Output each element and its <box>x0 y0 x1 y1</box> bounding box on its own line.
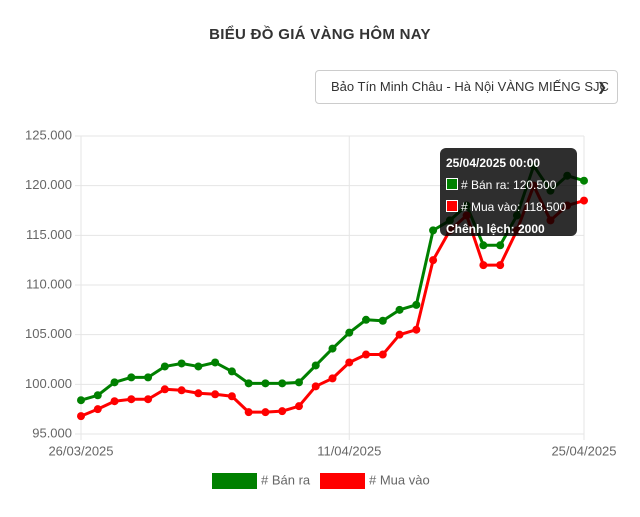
point <box>362 350 371 359</box>
point <box>261 408 270 417</box>
chart-title: BIỂU ĐỒ GIÁ VÀNG HÔM NAY <box>209 26 431 43</box>
point <box>429 256 438 265</box>
point <box>93 405 102 414</box>
point <box>345 358 354 367</box>
y-tick-label: 120.000 <box>25 177 72 192</box>
y-tick-label: 110.000 <box>26 276 72 291</box>
point <box>395 305 404 314</box>
point <box>328 374 337 383</box>
point <box>278 407 287 416</box>
point <box>395 330 404 339</box>
tooltip-title: 25/04/2025 00:00 <box>446 156 541 170</box>
point <box>496 261 505 270</box>
point <box>127 373 136 382</box>
point <box>160 385 169 394</box>
chevron: ❯ <box>596 80 607 94</box>
y-tick-label: 125.000 <box>25 127 72 142</box>
point <box>227 392 236 401</box>
x-tick-label: 11/04/2025 <box>317 443 381 458</box>
y-tick-label: 95.000 <box>32 425 72 440</box>
point <box>227 367 236 376</box>
point <box>278 379 287 388</box>
tooltip-text: # Mua vào: 118.500 <box>461 200 567 214</box>
point <box>77 412 85 421</box>
y-tick-label: 105.000 <box>25 326 72 341</box>
point <box>160 362 169 371</box>
point <box>479 261 488 270</box>
point <box>328 344 337 353</box>
x-tick-label: 25/04/2025 <box>551 443 616 458</box>
point <box>93 391 102 400</box>
legend-label: # Mua vào <box>369 472 430 487</box>
point <box>362 315 371 324</box>
point <box>177 359 186 368</box>
point <box>244 408 253 417</box>
point <box>580 196 588 205</box>
y-tick-label: 100.000 <box>25 376 72 391</box>
point <box>412 325 421 334</box>
point <box>194 389 203 398</box>
point <box>244 379 253 388</box>
point <box>211 358 220 367</box>
point <box>144 395 153 404</box>
point <box>345 328 354 337</box>
x-tick-label: 26/03/2025 <box>48 443 113 458</box>
point <box>294 378 303 387</box>
swatch <box>446 178 458 190</box>
point <box>177 386 186 395</box>
y-tick-label: 115.000 <box>26 227 72 242</box>
point <box>412 300 421 309</box>
legend-swatch <box>212 473 257 489</box>
point <box>127 395 136 404</box>
point <box>479 241 488 250</box>
point <box>294 402 303 411</box>
tooltip-text: # Bán ra: 120.500 <box>461 178 557 192</box>
point <box>77 396 85 405</box>
point <box>144 373 153 382</box>
point <box>311 361 320 370</box>
tooltip-line: # Mua vào: 118.500 <box>446 197 571 219</box>
tooltip: 25/04/2025 00:00 # Bán ra: 120.500 # Mua… <box>440 148 577 236</box>
point <box>378 350 387 359</box>
point <box>194 362 203 371</box>
tooltip-line: # Bán ra: 120.500 <box>446 175 571 197</box>
point <box>311 382 320 391</box>
point <box>110 378 119 387</box>
legend-swatch <box>320 473 365 489</box>
dropdown-text: Bảo Tín Minh Châu - Hà Nội VÀNG MIẾNG SJ… <box>331 79 609 94</box>
tooltip-footer: Chênh lệch: 2000 <box>446 222 545 236</box>
swatch <box>446 200 458 212</box>
point <box>211 390 220 399</box>
point <box>496 241 505 250</box>
point <box>261 379 270 388</box>
dropdown[interactable]: Bảo Tín Minh Châu - Hà Nội VÀNG MIẾNG SJ… <box>315 70 618 104</box>
point <box>429 226 438 235</box>
point <box>580 176 588 185</box>
point <box>378 316 387 325</box>
point <box>110 397 119 406</box>
legend-label: # Bán ra <box>261 472 311 487</box>
